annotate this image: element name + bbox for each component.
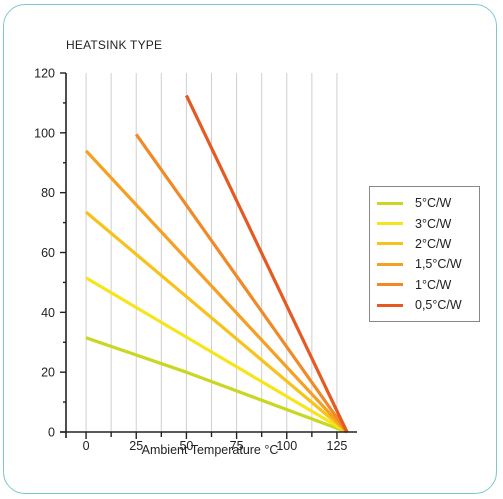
x-tick-label: 0 [83, 439, 90, 453]
x-tick-label: 75 [230, 439, 244, 453]
x-tick-label: 50 [179, 439, 193, 453]
legend-swatch [377, 201, 403, 205]
legend-label: 2°C/W [415, 236, 452, 251]
y-tick-label: 0 [48, 426, 55, 440]
legend-item: 2°C/W [370, 234, 479, 254]
y-tick-label: 120 [34, 67, 55, 81]
legend-item: 1,5°C/W [370, 254, 479, 274]
legend-swatch [377, 222, 403, 226]
legend-swatch [377, 303, 403, 307]
legend-label: 0,5°C/W [415, 298, 462, 313]
legend-item: 3°C/W [370, 213, 479, 233]
y-tick-label: 100 [34, 126, 55, 140]
x-tick-label: 25 [129, 439, 143, 453]
legend-item: 0,5°C/W [370, 295, 479, 315]
legend-item: 5°C/W [370, 193, 479, 213]
legend-label: 1°C/W [415, 277, 452, 292]
legend-swatch [377, 283, 403, 287]
series-line-0 [85, 336, 348, 434]
x-tick-label: 100 [276, 439, 297, 453]
legend-swatch [377, 262, 403, 266]
y-tick-label: 20 [41, 366, 55, 380]
legend-label: 3°C/W [415, 216, 452, 231]
legend-swatch [377, 242, 403, 246]
y-tick-label: 40 [41, 306, 55, 320]
series-line-4 [134, 133, 349, 433]
series-line-3 [84, 149, 349, 434]
chart-legend: 5°C/W 3°C/W 2°C/W 1,5°C/W 1°C/W 0,5°C/W [369, 186, 480, 322]
chart-title: HEATSINK TYPE [66, 38, 163, 52]
legend-label: 5°C/W [415, 196, 452, 211]
legend-item: 1°C/W [370, 275, 479, 295]
y-tick-label: 60 [41, 246, 55, 260]
series-line-5 [184, 94, 349, 433]
series-line-2 [85, 210, 349, 434]
x-tick-label: 125 [327, 439, 348, 453]
y-tick-label: 80 [41, 186, 55, 200]
legend-label: 1,5°C/W [415, 257, 462, 272]
x-axis-label: Ambient Temperature °C [141, 443, 279, 457]
chart-frame [3, 4, 497, 494]
series-line-1 [85, 276, 348, 434]
